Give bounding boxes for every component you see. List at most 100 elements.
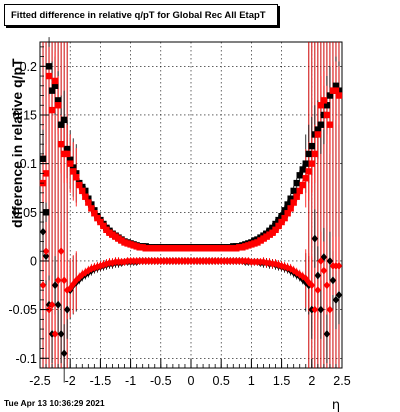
square-marker [278, 218, 285, 226]
square-marker [335, 92, 343, 99]
diamond-marker [317, 256, 325, 265]
diamond-marker [323, 281, 331, 290]
square-marker [326, 121, 334, 128]
y-tick-label: 0.2 [20, 60, 37, 74]
square-marker [326, 92, 334, 99]
square-marker [296, 172, 303, 179]
square-marker [70, 164, 77, 171]
x-tick-label: -2.5 [29, 374, 51, 388]
diamond-marker [94, 262, 101, 271]
diamond-marker [60, 276, 68, 285]
diamond-marker [88, 264, 95, 273]
square-marker [57, 121, 65, 128]
chart-title-box: Fitted difference in relative q/pT for G… [4, 4, 278, 26]
diamond-marker [79, 270, 86, 279]
square-marker [317, 121, 325, 128]
y-tick-label: -0.1 [15, 352, 37, 366]
square-marker [45, 63, 53, 70]
square-marker [299, 181, 306, 189]
square-marker [51, 82, 59, 89]
square-marker [281, 214, 288, 222]
square-marker [39, 155, 47, 162]
square-marker [284, 210, 291, 217]
square-marker [85, 199, 92, 206]
diamond-marker [57, 329, 65, 338]
square-marker [284, 201, 291, 208]
diamond-marker [314, 286, 322, 295]
square-marker [323, 111, 331, 119]
square-marker [332, 87, 340, 94]
square-marker [100, 222, 107, 230]
y-tick-label: -0.05 [9, 303, 38, 317]
square-marker [45, 72, 53, 80]
square-marker [314, 126, 322, 133]
square-marker [302, 175, 309, 182]
square-marker [302, 160, 309, 167]
diamond-marker [51, 329, 59, 338]
square-marker [308, 142, 315, 150]
square-marker [57, 140, 65, 148]
square-marker [299, 166, 306, 173]
x-tick-label: -1 [125, 374, 136, 388]
diamond-marker [329, 276, 337, 285]
square-marker [275, 222, 282, 230]
square-marker [76, 181, 83, 189]
diamond-marker [121, 257, 128, 266]
square-marker [48, 87, 56, 94]
square-marker [308, 160, 315, 167]
diamond-marker [332, 295, 340, 304]
square-marker [332, 82, 340, 89]
timestamp: Tue Apr 13 10:36:29 2021 [4, 398, 105, 408]
x-tick-label: 2.5 [333, 374, 350, 388]
square-marker [320, 97, 328, 104]
square-marker [287, 205, 294, 212]
diamond-marker [54, 276, 62, 285]
diamond-marker [39, 281, 47, 290]
x-tick-label: -0.5 [150, 374, 172, 388]
diamond-marker [54, 300, 62, 309]
square-marker [88, 205, 95, 212]
diamond-marker [57, 247, 65, 256]
square-marker [70, 168, 77, 175]
diamond-marker [60, 349, 68, 358]
diamond-marker [67, 284, 74, 293]
square-marker [290, 187, 297, 195]
diamond-marker [308, 281, 315, 290]
x-tick-label: -2 [65, 374, 76, 388]
square-marker [63, 145, 71, 153]
diamond-marker [326, 256, 334, 265]
square-marker [54, 102, 62, 109]
square-marker [296, 187, 303, 195]
square-marker [293, 179, 300, 187]
square-marker [311, 150, 319, 158]
square-marker [73, 174, 80, 181]
square-marker [97, 218, 104, 226]
diamond-marker [335, 261, 343, 270]
x-tick-label: 0 [188, 374, 195, 388]
square-marker [287, 195, 294, 202]
square-marker [293, 193, 300, 200]
y-tick-label: 0.15 [13, 108, 37, 122]
x-tick-label: 0.5 [213, 374, 230, 388]
y-tick-label: 0 [30, 254, 37, 268]
square-marker [63, 150, 71, 158]
square-marker [94, 214, 101, 222]
diamond-marker [73, 276, 80, 285]
diamond-marker [320, 266, 328, 275]
axis-ticks [39, 46, 343, 369]
diamond-marker [314, 271, 322, 280]
diamond-marker [42, 252, 50, 261]
y-tick-label: 0.1 [20, 157, 37, 171]
square-marker [67, 156, 74, 163]
diamond-marker [311, 305, 319, 314]
diamond-marker [51, 281, 59, 290]
square-marker [54, 97, 62, 104]
square-marker [91, 210, 98, 217]
diamond-marker [335, 291, 343, 300]
square-marker [60, 116, 68, 124]
square-marker [314, 131, 322, 138]
y-tick-label: 0.05 [13, 206, 37, 220]
square-marker [317, 102, 325, 109]
chart-title: Fitted difference in relative q/pT for G… [11, 10, 266, 21]
